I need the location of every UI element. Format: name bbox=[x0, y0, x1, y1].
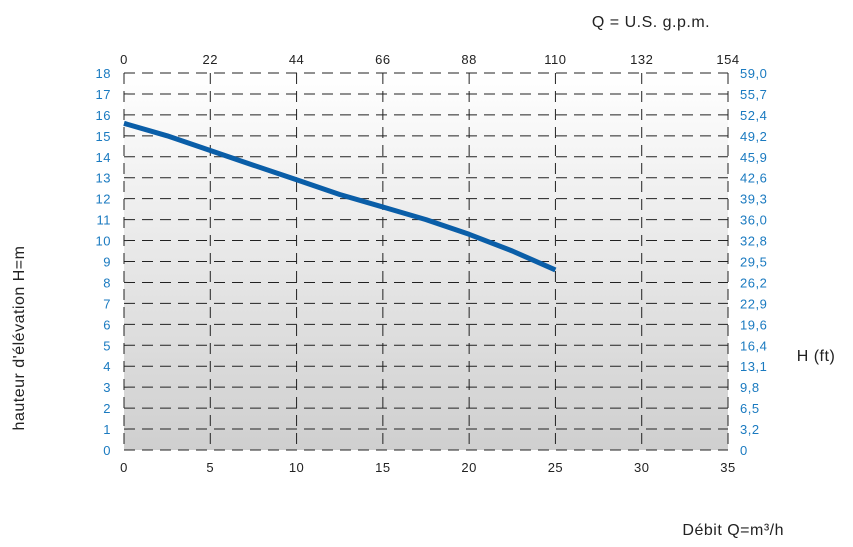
y-tick-label: 10 bbox=[96, 234, 111, 249]
x-tick-label: 30 bbox=[634, 460, 649, 475]
x-tick-label: 35 bbox=[720, 460, 735, 475]
y-tick-label: 0 bbox=[103, 443, 111, 458]
y2-tick-label: 36,0 bbox=[740, 213, 767, 228]
y-tick-label: 15 bbox=[96, 129, 111, 144]
y2-tick-label: 0 bbox=[740, 443, 748, 458]
x2-axis-title: Q = U.S. g.p.m. bbox=[592, 14, 710, 31]
x2-tick-label: 88 bbox=[461, 52, 476, 67]
x-tick-label: 15 bbox=[375, 460, 390, 475]
y2-tick-label: 29,5 bbox=[740, 255, 767, 270]
y2-tick-label: 22,9 bbox=[740, 296, 767, 311]
y-tick-label: 17 bbox=[96, 87, 111, 102]
x-tick-label: 25 bbox=[548, 460, 563, 475]
y-tick-label: 13 bbox=[96, 171, 111, 186]
y2-tick-label: 59,0 bbox=[740, 66, 767, 81]
y-tick-label: 11 bbox=[97, 213, 112, 228]
x2-tick-label: 110 bbox=[544, 52, 566, 67]
x-tick-label: 0 bbox=[120, 460, 128, 475]
y-tick-label: 12 bbox=[96, 192, 111, 207]
y2-tick-label: 16,4 bbox=[740, 338, 767, 353]
y-tick-label: 9 bbox=[103, 255, 111, 270]
x2-tick-label: 0 bbox=[120, 52, 128, 67]
y-tick-label: 7 bbox=[103, 296, 111, 311]
x-axis-tick-labels: 0 5 10 15 20 25 30 35 bbox=[120, 460, 735, 475]
y2-tick-label: 9,8 bbox=[740, 380, 760, 395]
x2-tick-label: 22 bbox=[203, 52, 218, 67]
y2-tick-label: 19,6 bbox=[740, 317, 767, 332]
y2-tick-label: 6,5 bbox=[740, 401, 760, 416]
y-tick-label: 4 bbox=[103, 359, 111, 374]
y-tick-label: 3 bbox=[103, 380, 111, 395]
y2-tick-label: 45,9 bbox=[740, 150, 767, 165]
x2-tick-label: 154 bbox=[716, 52, 739, 67]
y2-tick-label: 3,2 bbox=[740, 422, 760, 437]
y-tick-label: 16 bbox=[96, 108, 111, 123]
x2-tick-label: 66 bbox=[375, 52, 390, 67]
x-tick-label: 5 bbox=[206, 460, 214, 475]
y-tick-label: 8 bbox=[103, 275, 111, 290]
y2-axis-title: H (ft) bbox=[797, 348, 836, 365]
x2-axis-tick-labels: 0 22 44 66 88 110 132 154 bbox=[120, 52, 739, 67]
x2-tick-label: 44 bbox=[289, 52, 304, 67]
y2-tick-label: 49,2 bbox=[740, 129, 767, 144]
grid bbox=[123, 72, 729, 451]
y2-tick-label: 39,3 bbox=[740, 192, 767, 207]
series-curve-group bbox=[123, 120, 557, 273]
x2-tick-label: 132 bbox=[630, 52, 653, 67]
y2-tick-label: 55,7 bbox=[740, 87, 767, 102]
series-line bbox=[123, 120, 557, 273]
y-tick-label: 14 bbox=[96, 150, 111, 165]
x-axis-title: Débit Q=m³/h bbox=[682, 522, 784, 539]
y-tick-label: 1 bbox=[103, 422, 111, 437]
y-tick-label: 6 bbox=[103, 317, 111, 332]
y-tick-label: 18 bbox=[96, 66, 111, 81]
y-axis-title: hauteur d'élévation H=m bbox=[11, 246, 28, 431]
y2-axis-tick-labels: 0 3,2 6,5 9,8 13,1 16,4 19,6 22,9 26,2 29,5 32,8 36… bbox=[740, 66, 767, 458]
y2-tick-label: 26,2 bbox=[740, 275, 767, 290]
y-tick-label: 5 bbox=[103, 338, 111, 353]
y2-tick-label: 42,6 bbox=[740, 171, 767, 186]
x-tick-label: 10 bbox=[289, 460, 304, 475]
y2-tick-label: 13,1 bbox=[740, 359, 767, 374]
y2-tick-label: 32,8 bbox=[740, 234, 767, 249]
x-tick-label: 20 bbox=[461, 460, 476, 475]
y-tick-label: 2 bbox=[103, 401, 111, 416]
y2-tick-label: 52,4 bbox=[740, 108, 767, 123]
